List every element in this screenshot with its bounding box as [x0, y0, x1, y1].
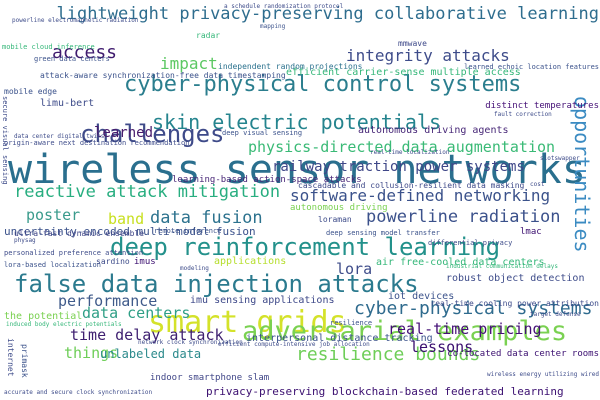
word-time-delay-attack: time delay attack: [70, 326, 224, 344]
word-real-time-cooling-power-attribution: real-time cooling power attribution: [430, 299, 599, 308]
word-sardino: sardino: [96, 257, 130, 266]
word-cyber-physical-systems: cyber-physical systems: [354, 298, 593, 319]
word-learned-echoic-location-features: learned echoic location features: [464, 63, 599, 71]
word-learning-based-action-space-attacks: learning-based action-space attacks: [172, 175, 362, 185]
word-skin-electric-potentials: skin electric potentials: [152, 110, 441, 134]
word-privacy-preserving-blockchain-based-federated-learning: privacy-preserving blockchain-based fede…: [206, 385, 564, 398]
word-autonomous-driving: autonomous driving: [290, 203, 388, 213]
word-limu-bert: limu-bert: [40, 98, 95, 109]
word-differential-privacy: differential privacy: [428, 239, 513, 247]
word-physag: physag: [14, 237, 36, 244]
word-wireless-energy-utilizing-wired: wireless energy utilizing wired: [487, 371, 599, 378]
word-adversarial-examples: adversarial examples: [242, 316, 568, 347]
word-powerline-radiation: powerline radiation: [366, 207, 561, 227]
word-cyber-physical-control-systems: cyber-physical control systems: [124, 72, 522, 97]
word-accurate-and-secure-clock-synchronization: accurate and secure clock synchronizatio…: [4, 389, 153, 396]
word-induced-body-electric-potentials: induced body electric potentials: [6, 321, 122, 328]
word-performance: performance: [58, 292, 158, 310]
word-modeling: modeling: [180, 265, 209, 272]
word-integrity-attacks: integrity attacks: [346, 46, 510, 65]
word-the-potential: the potential: [4, 311, 83, 322]
word-secure-visual-sensing: secure visual sensing: [1, 96, 9, 185]
word-industrial-communication-delays: industrial communication delays: [446, 263, 558, 270]
word-band: band: [108, 210, 145, 228]
word-independent-random-projections: independent random projections: [218, 62, 363, 71]
word-impact: impact: [160, 54, 218, 73]
word-slotswapper: slotswapper: [540, 155, 580, 162]
word-poster: poster: [26, 206, 81, 224]
word-iot-devices: iot devices: [388, 291, 455, 302]
word-fault-correction: fault correction: [494, 111, 552, 118]
word-mobile-edge: mobile edge: [4, 87, 57, 96]
word-learned: learned: [94, 125, 154, 141]
word-radar: radar: [196, 31, 221, 40]
word-access: access: [52, 42, 118, 63]
word-primask: primask: [20, 344, 29, 378]
word-cascadable-and-collusion-resilient-data-masking: cascadable and collusion-resilient data …: [298, 181, 525, 190]
word-cost: cost: [530, 181, 545, 188]
word-autonomous-driving-agents: autonomous driving agents: [358, 125, 509, 136]
word-loraman: loraman: [318, 215, 352, 224]
word-things: things: [64, 344, 119, 362]
word-software-defined-networking: software-defined networking: [290, 186, 551, 205]
word-lessons: lessons: [410, 338, 474, 356]
word-data-centers: data centers: [82, 304, 191, 322]
word-deep-visual-sensing: deep visual sensing: [222, 129, 303, 137]
word-air-free-cooled-data-centers: air free-cooled data centers: [376, 257, 545, 268]
word-data-fusion: data fusion: [150, 208, 263, 228]
word-green-data-centers: green data centers: [34, 55, 110, 63]
word-distinct-temperatures: distinct temperatures: [485, 101, 599, 111]
word-indoor-smartphone-slam: indoor smartphone slam: [150, 373, 270, 383]
word-railway-traction-power-systems: railway traction power systems: [272, 159, 525, 175]
word-resilience-bounds: resilience bounds: [296, 344, 481, 365]
word-lora-based-localization: lora-based localization: [4, 261, 101, 269]
word-network-clock-synchronization: network clock synchronization: [138, 339, 243, 346]
word-lora: lora: [336, 260, 373, 278]
word-efficient-compute-intensive-job-allocation: efficient compute-intensive job allocati…: [218, 341, 370, 348]
word-remote-inference: remote inference: [154, 227, 222, 235]
word-wireless-sensor-networks: wireless sensor networks: [8, 147, 586, 193]
word-real-time-pricing: real-time pricing: [388, 320, 542, 338]
word-powerline-electromagnetic-radiation: powerline electromagnetic radiation: [12, 17, 139, 24]
word-mapping: mapping: [260, 23, 286, 30]
word-applications: applications: [214, 256, 287, 267]
word-co-located-data-center-rooms: co-located data center rooms: [447, 349, 599, 359]
word-data-center-digital-twins: data center digital twins: [14, 133, 105, 140]
word-challenges: challenges: [80, 120, 225, 148]
word-interpersonal-distance-tracking: interpersonal distance tracking: [246, 333, 433, 344]
word-a-schedule-randomization-protocol: a schedule randomization protocol: [224, 3, 344, 10]
word-robust-object-detection: robust object detection: [446, 273, 585, 284]
word-target-defense: target defense: [530, 311, 581, 318]
word-false-data-injection-attacks: false data injection attacks: [14, 270, 419, 298]
word-physics-directed-data-augmentation: physics-directed data augmentation: [248, 138, 556, 156]
word-imu-sensing-applications: imu sensing applications: [190, 295, 335, 306]
word-mmwave: mmwave: [398, 39, 427, 48]
word-resilience: resilience: [330, 319, 373, 327]
word-smart-grids: smart grids: [148, 305, 347, 340]
word-uncertainty-encoded-multi-modal-fusion: uncertainty-encoded multi-modal fusion: [4, 225, 256, 238]
word-origin-aware-next-destination-recommendation: origin-aware next destination recommenda…: [4, 139, 190, 147]
word-lmac: lmac: [520, 227, 542, 237]
word-internet: internet: [6, 338, 15, 377]
word-mobile-cloud-inference: mobile cloud inference: [2, 43, 95, 51]
word-unlabeled-data: unlabeled data: [100, 347, 202, 361]
word-ultra-fast-dynamic-ensemble: ultra-fast dynamic ensemble: [14, 229, 145, 238]
word-imus: imus: [134, 257, 156, 267]
word-reactive-attack-mitigation: reactive attack mitigation: [14, 182, 281, 202]
word-deep-sensing-model-transfer: deep sensing model transfer: [326, 229, 440, 237]
word-opportunities: opportunities: [570, 96, 594, 253]
word-personalized-preference-attention: personalized preference attention: [4, 249, 144, 257]
word-efficient-carrier-sense-multiple-access: efficient carrier-sense multiple access: [286, 67, 521, 78]
word-attack-aware-synchronization-free-data-timestamping: attack-aware synchronization-free data t…: [40, 71, 286, 80]
word-deep-reinforcement-learning: deep reinforcement learning: [110, 233, 501, 261]
word-lightweight-privacy-preserving-collaborative-learning: lightweight privacy-preserving collabora…: [56, 4, 599, 24]
word-real-time-localization: real-time localization: [370, 149, 450, 156]
